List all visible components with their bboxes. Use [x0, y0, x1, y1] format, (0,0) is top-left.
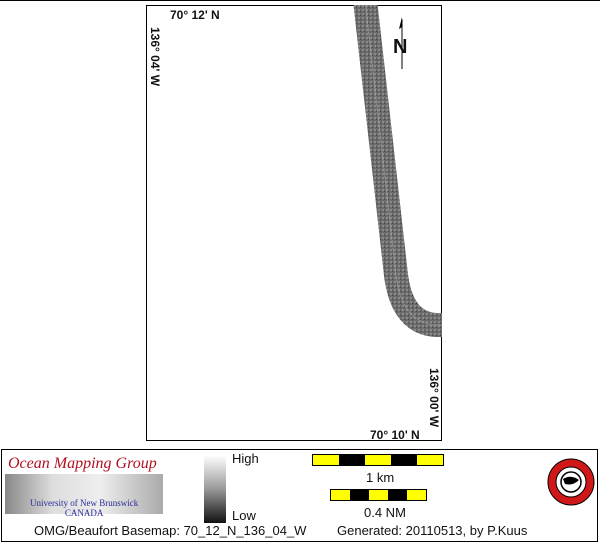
- footer-generated: Generated: 20110513, by P.Kuus: [337, 523, 528, 538]
- university-name: University of New Brunswick: [30, 498, 139, 508]
- left-longitude-label: 136° 04' W: [148, 27, 162, 87]
- top-border: [0, 0, 600, 1]
- top-latitude-label: 70° 12' N: [170, 8, 220, 22]
- north-arrow-label: N: [393, 36, 408, 58]
- university-label: University of New Brunswick CANADA: [30, 498, 138, 518]
- colorbar: [204, 455, 226, 523]
- bottom-latitude-label: 70° 10' N: [370, 428, 420, 442]
- scale-bar-km: [312, 454, 444, 466]
- footer-basemap: OMG/Beaufort Basemap: 70_12_N_136_04_W: [34, 523, 307, 538]
- scale-km-label: 1 km: [366, 470, 395, 485]
- right-longitude-label: 136° 00' W: [427, 368, 441, 428]
- scale-nm-label: 0.4 NM: [364, 505, 406, 520]
- swath-centerline: [365, 5, 442, 326]
- map-frame: N: [146, 5, 442, 441]
- colorbar-high: High: [232, 451, 259, 466]
- country-name: CANADA: [64, 508, 104, 518]
- organization-name: Ocean Mapping Group: [8, 455, 157, 472]
- scale-bar-nm: [330, 489, 427, 501]
- colorbar-low: Low: [232, 508, 256, 523]
- legend-panel: [1, 449, 598, 542]
- omg-logo-image: [5, 474, 163, 514]
- swath-map: [353, 5, 442, 337]
- unb-seal-logo: [547, 458, 595, 506]
- north-arrow-icon: [399, 17, 403, 69]
